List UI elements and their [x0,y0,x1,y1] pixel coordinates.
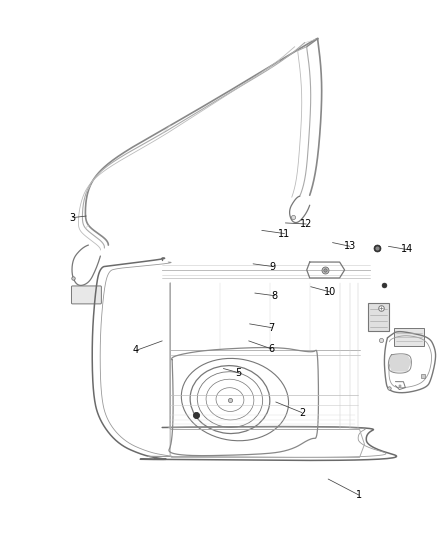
Text: 3: 3 [70,213,76,223]
Bar [367,303,389,331]
Bar [395,328,424,346]
Text: 9: 9 [270,262,276,271]
Text: 13: 13 [344,241,356,252]
FancyBboxPatch shape [71,286,101,304]
Text: 11: 11 [279,229,291,239]
Text: 12: 12 [300,219,312,229]
Text: 6: 6 [268,344,275,354]
Text: 4: 4 [133,345,139,356]
Text: 5: 5 [236,368,242,378]
Text: 10: 10 [324,287,336,297]
Text: 14: 14 [401,245,413,254]
Text: 8: 8 [272,290,278,301]
Text: 7: 7 [268,322,275,333]
Polygon shape [389,355,411,372]
Text: 2: 2 [299,408,305,418]
Text: 1: 1 [356,490,362,500]
